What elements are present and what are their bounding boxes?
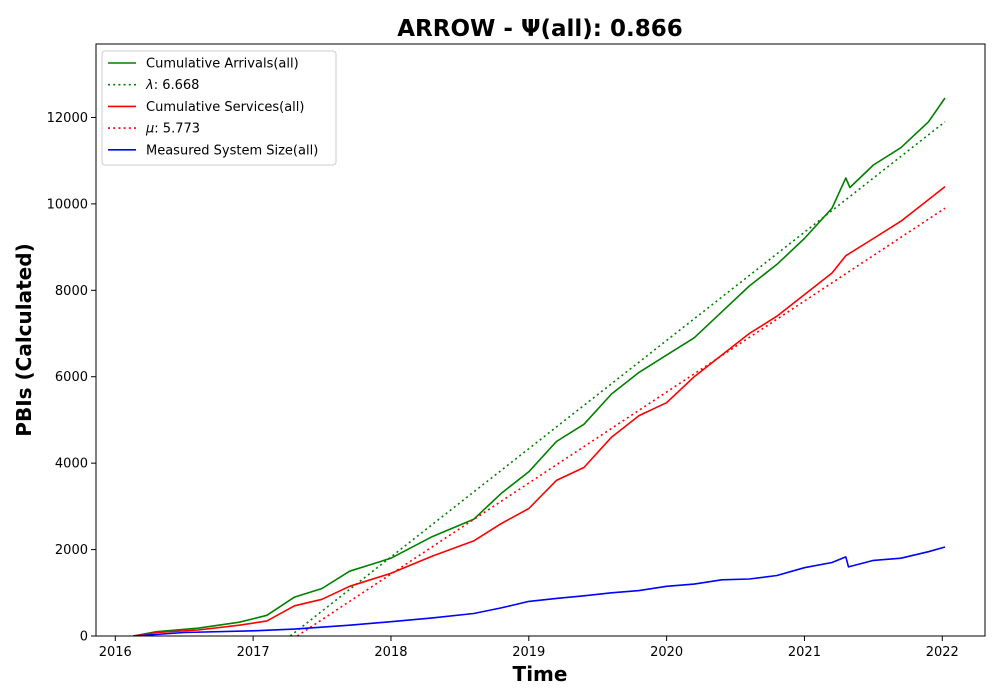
legend-box <box>101 50 337 166</box>
legend: Cumulative Arrivals(all) λ: 6.668 Cumulati… <box>101 50 337 166</box>
series-line-4 <box>133 546 946 636</box>
series-line-0 <box>133 97 946 636</box>
y-tick-label: 10000 <box>47 197 88 212</box>
series-line-1 <box>289 121 946 636</box>
y-tick-label: 2000 <box>55 543 88 558</box>
x-axis: 2016 2017 2018 2019 2020 2021 2022 <box>99 636 959 660</box>
chart-title: ARROW - Ψ(all): 0.866 <box>397 16 683 42</box>
y-tick-label: 12000 <box>47 111 88 126</box>
x-tick-label: 2017 <box>237 645 270 660</box>
x-tick-label: 2016 <box>99 645 132 660</box>
x-tick-label: 2020 <box>650 645 683 660</box>
y-tick-label: 4000 <box>55 457 88 472</box>
y-axis: 0 2000 4000 6000 8000 10000 12000 <box>47 111 96 645</box>
legend-label: Measured System Size(all) <box>146 143 318 158</box>
series-line-2 <box>133 185 946 636</box>
y-tick-label: 0 <box>80 630 88 645</box>
y-axis-title: PBIs (Calculated) <box>12 243 36 436</box>
x-tick-label: 2019 <box>512 645 545 660</box>
x-axis-title: Time <box>513 662 568 686</box>
y-tick-label: 6000 <box>55 370 88 385</box>
legend-label: μ: 5.773 <box>145 122 200 137</box>
x-tick-label: 2018 <box>374 645 407 660</box>
plot-area <box>133 97 946 636</box>
legend-label: λ: 6.668 <box>145 78 199 93</box>
x-tick-label: 2022 <box>926 645 959 660</box>
y-tick-label: 8000 <box>55 284 88 299</box>
x-tick-label: 2021 <box>788 645 821 660</box>
plot-frame <box>95 43 986 637</box>
legend-label: Cumulative Arrivals(all) <box>146 57 299 72</box>
legend-label: Cumulative Services(all) <box>146 100 304 115</box>
